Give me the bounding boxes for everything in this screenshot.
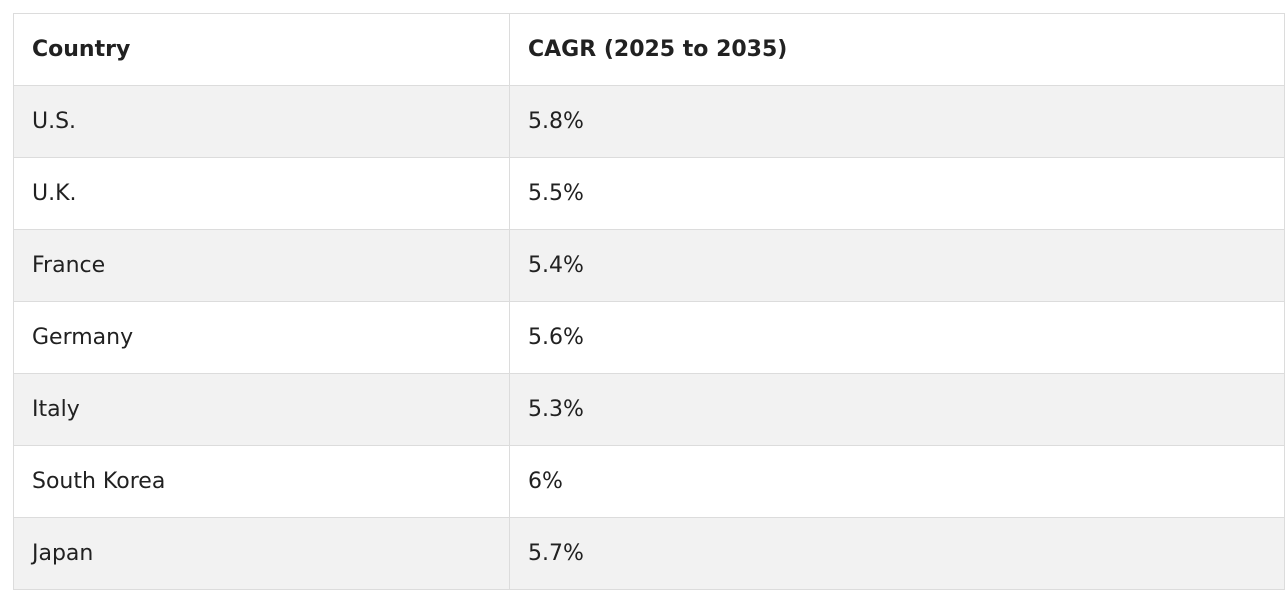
table-row: South Korea 6%: [13, 445, 1285, 518]
country-cell: Japan: [13, 517, 510, 590]
cagr-cell: 5.8%: [509, 85, 1285, 158]
country-cell: U.S.: [13, 85, 510, 158]
country-cell: Italy: [13, 373, 510, 446]
table-row: Germany 5.6%: [13, 301, 1285, 374]
country-cell: Germany: [13, 301, 510, 374]
cagr-cell: 5.3%: [509, 373, 1285, 446]
cagr-cell: 5.6%: [509, 301, 1285, 374]
country-cell: South Korea: [13, 445, 510, 518]
header-country: Country: [13, 13, 510, 86]
cagr-cell: 5.4%: [509, 229, 1285, 302]
table-row: Japan 5.7%: [13, 517, 1285, 590]
cagr-table: Country CAGR (2025 to 2035) U.S. 5.8% U.…: [13, 13, 1285, 590]
country-cell: France: [13, 229, 510, 302]
table-row: U.K. 5.5%: [13, 157, 1285, 230]
cagr-cell: 5.7%: [509, 517, 1285, 590]
cagr-cell: 6%: [509, 445, 1285, 518]
table-row: France 5.4%: [13, 229, 1285, 302]
table-row: U.S. 5.8%: [13, 85, 1285, 158]
cagr-cell: 5.5%: [509, 157, 1285, 230]
table-container: Country CAGR (2025 to 2035) U.S. 5.8% U.…: [13, 13, 1285, 590]
header-row: Country CAGR (2025 to 2035): [13, 13, 1285, 86]
country-cell: U.K.: [13, 157, 510, 230]
table-row: Italy 5.3%: [13, 373, 1285, 446]
header-cagr: CAGR (2025 to 2035): [509, 13, 1285, 86]
